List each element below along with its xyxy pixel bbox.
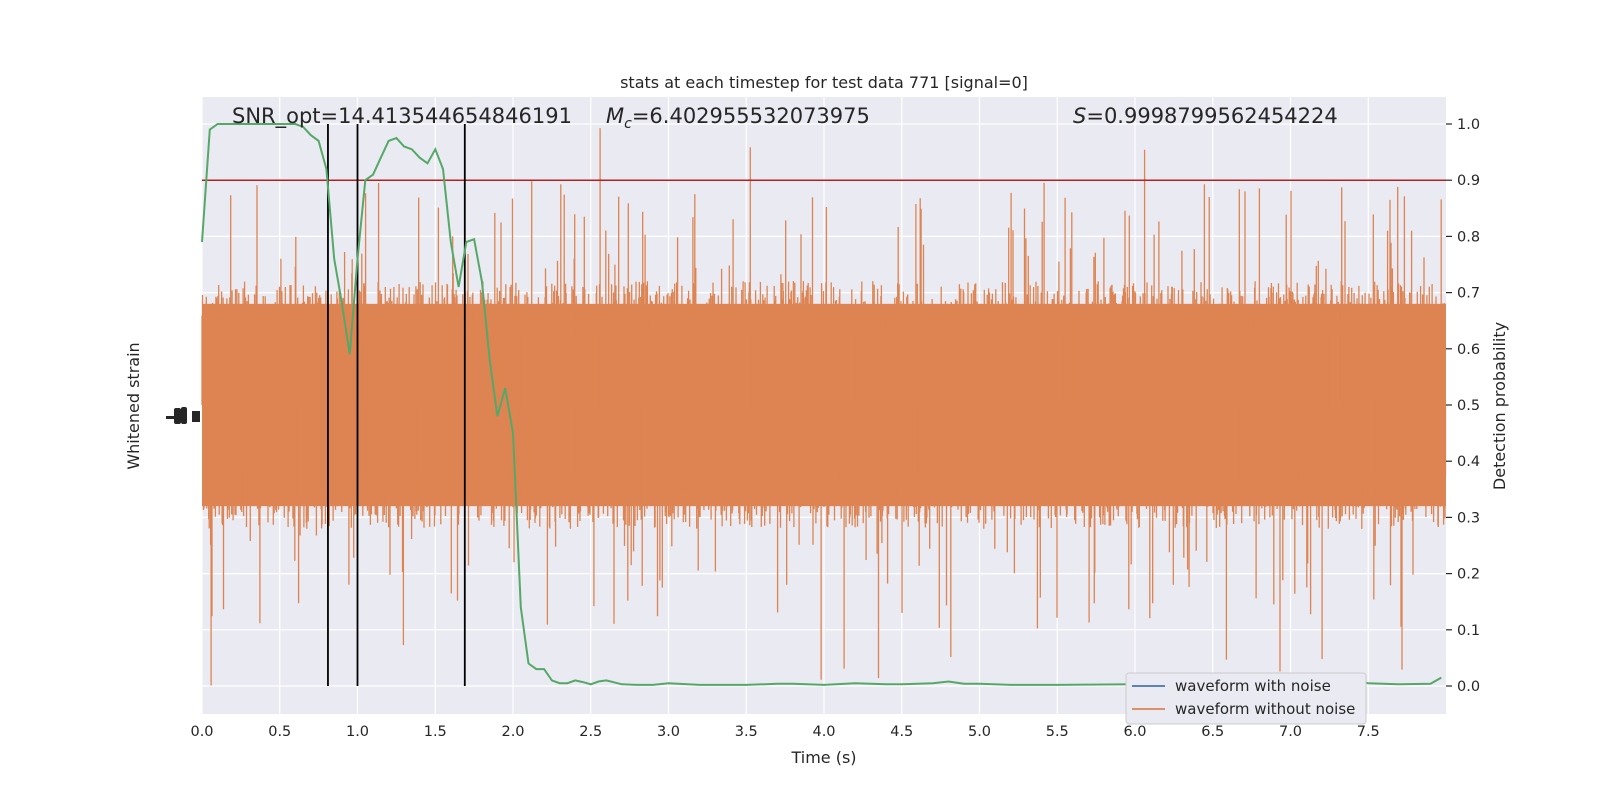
left-axis-tick-clutter	[166, 407, 200, 424]
x-tick-label: 6.0	[1123, 724, 1146, 740]
score-symbol: S	[1073, 104, 1086, 128]
x-tick-label: 3.0	[657, 724, 680, 740]
y-tick-label: 0.3	[1457, 510, 1480, 526]
score-value: =0.9998799562454224	[1086, 104, 1337, 128]
strain-series-layer	[201, 128, 1447, 686]
legend-label-with-noise: waveform with noise	[1175, 677, 1331, 695]
probability-series-layer	[201, 123, 1442, 686]
legend-box	[1125, 672, 1367, 725]
chirp-mass-subscript: c	[624, 116, 632, 132]
x-tick-label: 1.5	[424, 724, 447, 740]
detection-probability-line	[201, 123, 1442, 686]
event-lines-layer	[327, 124, 466, 686]
chirp-mass-value: =6.402955532073975	[632, 104, 870, 128]
x-tick-label: 4.5	[890, 724, 913, 740]
y-tick-label: 0.2	[1457, 567, 1480, 583]
x-tick-label: 0.0	[190, 724, 213, 740]
x-tick-label: 3.5	[735, 724, 758, 740]
x-axis-label: Time (s)	[790, 748, 856, 767]
legend: waveform with noise waveform without noi…	[1125, 672, 1367, 725]
y-axis-ticks-right: 0.0 0.1 0.2 0.3 0.4 0.5 0.6 0.7 0.8 0.9 1.0	[1446, 117, 1480, 695]
y-tick-label: 0.7	[1457, 286, 1480, 302]
x-tick-label: 1.0	[346, 724, 369, 740]
x-tick-label: 5.0	[968, 724, 991, 740]
y-tick-label: 0.6	[1457, 342, 1480, 358]
x-tick-label: 7.5	[1357, 724, 1380, 740]
snr-annotation: SNR_opt=14.413544654846191	[232, 104, 572, 129]
chirp-mass-symbol: M	[606, 104, 624, 128]
score-annotation: S=0.9998799562454224	[1073, 104, 1338, 128]
x-tick-label: 0.5	[268, 724, 291, 740]
x-tick-label: 7.0	[1279, 724, 1302, 740]
y-tick-label: 1.0	[1457, 117, 1480, 133]
x-tick-label: 4.0	[812, 724, 835, 740]
y-tick-label: 0.4	[1457, 454, 1480, 470]
x-tick-label: 5.5	[1046, 724, 1069, 740]
waveform-without-noise-line	[201, 128, 1447, 686]
y-tick-label: 0.1	[1457, 623, 1480, 639]
y-axis-label-left: Whitened strain	[124, 342, 143, 469]
y-tick-label: 0.8	[1457, 229, 1480, 245]
legend-label-without-noise: waveform without noise	[1175, 700, 1355, 718]
y-axis-label-right: Detection probability	[1490, 322, 1509, 490]
chirp-mass-annotation: Mc=6.402955532073975	[606, 104, 870, 132]
x-axis-ticks: 0.0 0.5 1.0 1.5 2.0 2.5 3.0 3.5 4.0 4.5 5.0 5.5 6.0 6…	[190, 724, 1379, 740]
y-tick-label: 0.0	[1457, 679, 1480, 695]
chart-title: stats at each timestep for test data 771…	[620, 73, 1028, 92]
y-tick-label: 0.5	[1457, 398, 1480, 414]
x-tick-label: 2.5	[579, 724, 602, 740]
x-tick-label: 6.5	[1201, 724, 1224, 740]
x-tick-label: 2.0	[501, 724, 524, 740]
y-tick-label: 0.9	[1457, 173, 1480, 189]
